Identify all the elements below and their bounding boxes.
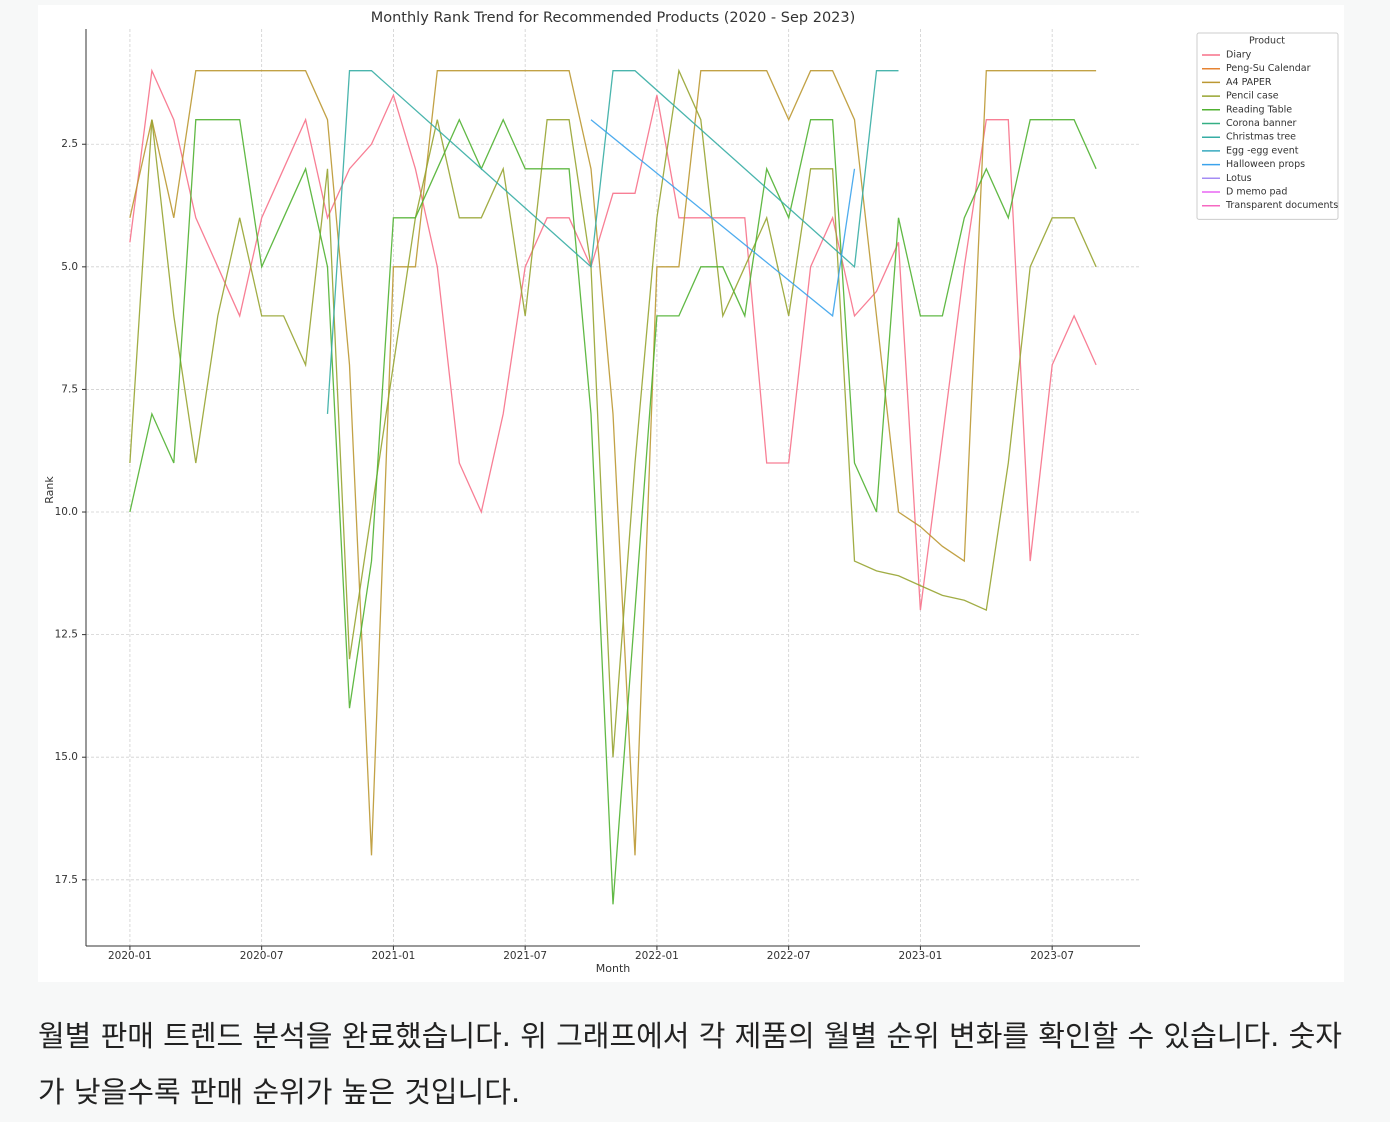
legend-label: Egg -egg event xyxy=(1226,145,1299,156)
y-tick-label: 5.0 xyxy=(61,261,78,273)
chart: Monthly Rank Trend for Recommended Produ… xyxy=(38,5,1344,982)
y-tick-label: 2.5 xyxy=(61,138,78,150)
y-tick-label: 15.0 xyxy=(55,751,78,763)
x-tick-label: 2021-01 xyxy=(371,950,415,962)
x-tick-label: 2022-01 xyxy=(635,950,679,962)
series-line xyxy=(590,119,856,318)
x-axis-label: Month xyxy=(596,962,631,975)
legend-label: Diary xyxy=(1226,50,1252,61)
series-line xyxy=(129,118,1097,905)
y-axis-label: Rank xyxy=(43,476,56,504)
legend-label: Peng-Su Calendar xyxy=(1226,63,1311,74)
y-tick-label: 10.0 xyxy=(55,506,78,518)
y-tick-label: 7.5 xyxy=(61,383,78,395)
legend-label: Pencil case xyxy=(1226,91,1279,102)
y-tick-label: 12.5 xyxy=(55,629,78,641)
x-tick-label: 2023-07 xyxy=(1030,950,1074,962)
legend-label: Lotus xyxy=(1226,173,1252,184)
series-line xyxy=(129,68,1097,611)
legend-label: Halloween props xyxy=(1226,159,1305,170)
legend-label: Christmas tree xyxy=(1226,132,1296,143)
series-line xyxy=(326,70,899,414)
chart-title: Monthly Rank Trend for Recommended Produ… xyxy=(371,10,856,26)
grid xyxy=(86,29,1140,946)
legend-label: A4 PAPER xyxy=(1226,77,1272,88)
legend-label: Reading Table xyxy=(1226,104,1292,115)
assistant-message: 월별 판매 트렌드 분석을 완료했습니다. 위 그래프에서 각 제품의 월별 순… xyxy=(38,1019,1342,1109)
legend-label: Corona banner xyxy=(1226,118,1297,129)
legend-label: D memo pad xyxy=(1226,187,1287,198)
legend-box xyxy=(1196,32,1339,220)
x-tick-label: 2021-07 xyxy=(503,950,547,962)
y-tick-label: 17.5 xyxy=(55,874,78,886)
x-tick-label: 2020-01 xyxy=(108,950,152,962)
series-line xyxy=(129,70,1097,856)
chart-background xyxy=(38,5,1344,982)
legend-title: Product xyxy=(1249,36,1285,47)
legend-label: Transparent documents xyxy=(1225,200,1338,211)
series-line xyxy=(129,68,1097,758)
x-tick-label: 2020-07 xyxy=(240,950,284,962)
x-tick-label: 2022-07 xyxy=(767,950,811,962)
x-tick-label: 2023-01 xyxy=(898,950,942,962)
